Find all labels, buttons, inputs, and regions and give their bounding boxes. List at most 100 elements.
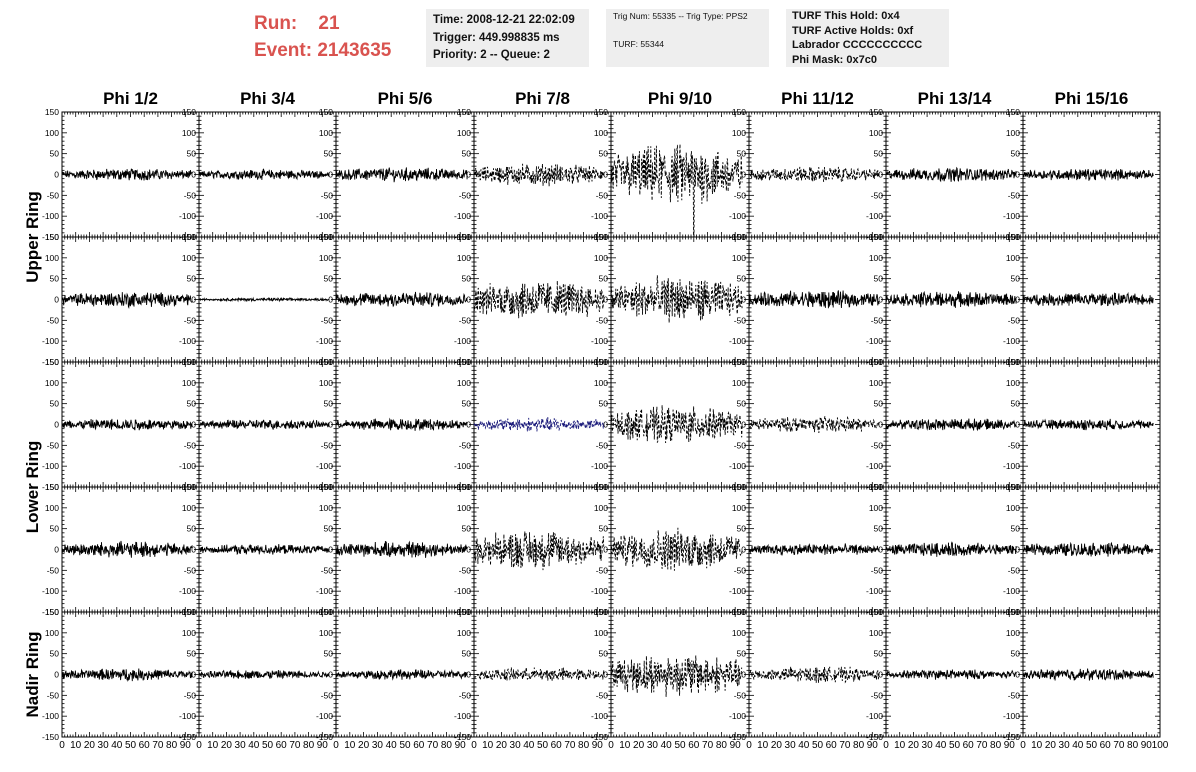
trigger-text: Trigger: 449.998835 ms [433,31,560,44]
x-tick-label: 80 [990,740,1002,751]
y-tick-label: 150 [182,607,196,617]
y-tick-label: -100 [1003,336,1020,346]
waveform-trace [748,666,880,684]
y-tick-label: 100 [319,628,333,638]
y-tick-label: 50 [187,274,197,284]
x-tick-label: 0 [59,740,65,751]
y-tick-label: 0 [878,295,883,305]
y-tick-label: 100 [45,128,59,138]
y-tick-label: -50 [184,690,197,700]
y-tick-label: 150 [732,232,746,242]
y-tick-label: 50 [324,399,334,409]
y-tick-label: -50 [734,690,747,700]
y-tick-label: 50 [187,149,197,159]
run-event-block: Run: 21 Event: 2143635 [254,10,391,64]
y-tick-label: -50 [734,565,747,575]
y-tick-label: -150 [179,732,196,742]
y-tick-label: -100 [591,711,608,721]
waveform-trace [61,540,193,558]
y-tick-label: 0 [603,295,608,305]
y-tick-label: -50 [459,690,472,700]
y-tick-label: 150 [182,107,196,117]
x-tick-label: 50 [399,740,411,751]
x-tick-label: 70 [702,740,714,751]
waveform-trace [198,669,330,680]
y-tick-label: 150 [869,107,883,117]
waveform-trace [885,669,1017,680]
y-tick-label: 100 [319,378,333,388]
panel-r5-c5: -150 -100 -50 0 50 100 150 [591,607,750,742]
x-tick-label: 30 [1059,740,1071,751]
y-tick-label: 0 [466,420,471,430]
x-tick-label: 50 [125,740,137,751]
waveform-trace [610,405,743,444]
x-tick-label: 80 [853,740,865,751]
y-tick-label: 100 [732,628,746,638]
x-tick-label: 10 [344,740,356,751]
y-tick-label: 0 [328,545,333,555]
y-tick-label: -50 [596,190,609,200]
y-tick-label: 50 [1011,649,1021,659]
x-tick-label: 40 [935,740,947,751]
y-tick-label: 150 [182,232,196,242]
event-row: Event: 2143635 [254,37,391,64]
waveform-trace [885,290,1017,308]
x-tick-label: 0 [1020,740,1026,751]
event-label: Event: [254,40,313,61]
y-tick-label: -100 [316,586,333,596]
y-tick-label: -50 [184,440,197,450]
y-tick-label: 0 [603,545,608,555]
run-label: Run: [254,13,298,34]
x-tick-label: 30 [922,740,934,751]
x-tick-label: 90 [1004,740,1016,751]
y-tick-label: 100 [182,253,196,263]
y-tick-label: -50 [321,440,334,450]
y-tick-label: 50 [874,649,884,659]
y-tick-label: 100 [594,128,608,138]
y-tick-label: -50 [871,315,884,325]
panel-r3-c1: -150 -100 -50 0 50 100 150 [42,357,200,492]
y-tick-label: 150 [182,357,196,367]
waveform-trace [1022,541,1154,557]
y-tick-label: 100 [594,628,608,638]
y-tick-label: 50 [324,149,334,159]
waveform-trace [335,417,468,432]
panel-r5-c4: -150 -100 -50 0 50 100 150 [454,607,612,742]
y-tick-label: -100 [729,461,746,471]
y-tick-label: 100 [319,253,333,263]
y-tick-label: 100 [732,378,746,388]
x-tick-label: 20 [633,740,645,751]
y-tick-label: -50 [1008,690,1021,700]
x-tick-label: 90 [317,740,329,751]
panel-r2-c1: -150 -100 -50 0 50 100 150 [42,232,200,367]
y-tick-label: -100 [42,211,59,221]
x-tick-label: 30 [510,740,522,751]
y-tick-label: 150 [457,482,471,492]
waveform-trace [610,275,743,323]
waveform-trace [473,531,605,571]
x-tick-label: 50 [812,740,824,751]
panel-r5-c2: -150 -100 -50 0 50 100 150 [179,607,337,742]
y-tick-label: -50 [321,190,334,200]
ring-label-1: Upper Ring [23,191,42,283]
y-tick-label: -50 [47,690,60,700]
y-tick-label: -50 [871,690,884,700]
column-header-6: Phi 11/12 [781,89,854,108]
y-tick-label: 150 [732,107,746,117]
y-tick-label: -100 [42,461,59,471]
y-tick-label: 50 [50,524,60,534]
y-tick-label: 150 [1006,482,1020,492]
y-tick-label: 150 [732,357,746,367]
y-tick-label: 0 [1015,295,1020,305]
y-tick-label: 100 [594,378,608,388]
y-tick-label: -100 [866,461,883,471]
y-tick-label: 50 [187,649,197,659]
x-tick-label: 60 [688,740,700,751]
y-tick-label: 0 [741,295,746,305]
